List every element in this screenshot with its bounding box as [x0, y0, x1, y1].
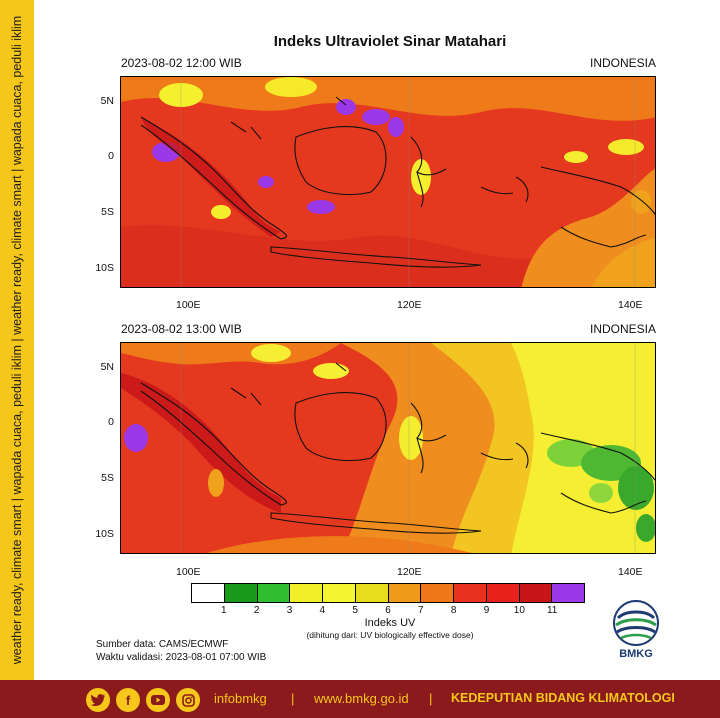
- panel-1-lon-120e: 120E: [397, 299, 422, 311]
- validation-time: Waktu validasi: 2023-08-01 07:00 WIB: [96, 652, 267, 663]
- panel-1-lat-5n: 5N: [100, 95, 114, 107]
- panel-1-lon-140e: 140E: [618, 299, 643, 311]
- colorbar-tick-label: 9: [483, 605, 490, 616]
- colorbar-tick-label: 10: [513, 605, 525, 616]
- footer-separator: |: [291, 691, 295, 706]
- panel-2-lat-5n: 5N: [100, 361, 114, 373]
- colorbar-tick-label: 3: [286, 605, 293, 616]
- footer-separator: |: [429, 691, 433, 706]
- colorbar-tick-label: 6: [385, 605, 391, 616]
- colorbar-title: Indeks UV: [364, 617, 416, 629]
- panel-1-lat-5s: 5S: [101, 206, 114, 218]
- panel-2-lon-100e: 100E: [176, 566, 201, 578]
- colorbar-cell: [388, 584, 422, 602]
- side-slogan: weather ready, climate smart | wapada cu…: [10, 15, 24, 665]
- panel-2-region: INDONESIA: [589, 322, 656, 336]
- bmkg-logo: [611, 598, 661, 662]
- colorbar-note: (dihitung dari: UV biologically effectiv…: [306, 630, 474, 640]
- colorbar-cell: [552, 584, 584, 602]
- colorbar-cell: [290, 584, 323, 602]
- colorbar-cell: [257, 584, 291, 602]
- colorbar-tick-label: 4: [319, 605, 326, 616]
- colorbar-tick-label: 5: [352, 605, 358, 616]
- colorbar-tick-label: 2: [253, 605, 260, 616]
- colorbar-cell: [454, 584, 487, 602]
- uv-map-12wib: [120, 76, 656, 288]
- panel-1-lon-100e: 100E: [176, 299, 201, 311]
- panel-1-region: INDONESIA: [589, 56, 656, 70]
- colorbar-tick-label: 8: [450, 605, 457, 616]
- source-data: Sumber data: CAMS/ECMWF: [96, 639, 229, 650]
- uv-map-13wib: [120, 342, 656, 554]
- bmkg-logo-text: BMKG: [619, 648, 653, 660]
- instagram-icon[interactable]: [176, 688, 200, 712]
- colorbar-tick-label: 1: [221, 605, 227, 616]
- page-title: Indeks Ultraviolet Sinar Matahari: [273, 33, 507, 50]
- colorbar-cell: [519, 584, 553, 602]
- colorbar-cell: [421, 584, 454, 602]
- colorbar-cell: [224, 584, 258, 602]
- uv-colorbar: [191, 583, 585, 603]
- twitter-icon[interactable]: [86, 688, 110, 712]
- footer-department: KEDEPUTIAN BIDANG KLIMATOLOGI: [451, 691, 675, 705]
- panel-2-datetime: 2023-08-02 13:00 WIB: [121, 322, 242, 336]
- footer-handle[interactable]: infobmkg: [214, 691, 267, 706]
- colorbar-tick-label: 11: [546, 605, 558, 616]
- panel-2-lat-10s: 10S: [95, 528, 114, 540]
- colorbar-cell: [355, 584, 389, 602]
- panel-2-lat-5s: 5S: [101, 472, 114, 484]
- panel-2-lat-0: 0: [108, 416, 114, 428]
- panel-2-lon-140e: 140E: [618, 566, 643, 578]
- panel-1-lat-0: 0: [108, 150, 114, 162]
- facebook-icon[interactable]: f: [116, 688, 140, 712]
- source-info: Sumber data: CAMS/ECMWF Waktu validasi: …: [96, 638, 266, 664]
- panel-1-datetime: 2023-08-02 12:00 WIB: [121, 56, 242, 70]
- colorbar-cell: [323, 584, 356, 602]
- colorbar-cell: [192, 584, 225, 602]
- youtube-icon[interactable]: [146, 688, 170, 712]
- colorbar-tick-label: 7: [418, 605, 424, 616]
- panel-1-lat-10s: 10S: [95, 262, 114, 274]
- colorbar-cell: [486, 584, 520, 602]
- side-band: weather ready, climate smart | wapada cu…: [0, 0, 34, 680]
- footer-website[interactable]: www.bmkg.go.id: [314, 691, 409, 706]
- panel-2-lon-120e: 120E: [397, 566, 422, 578]
